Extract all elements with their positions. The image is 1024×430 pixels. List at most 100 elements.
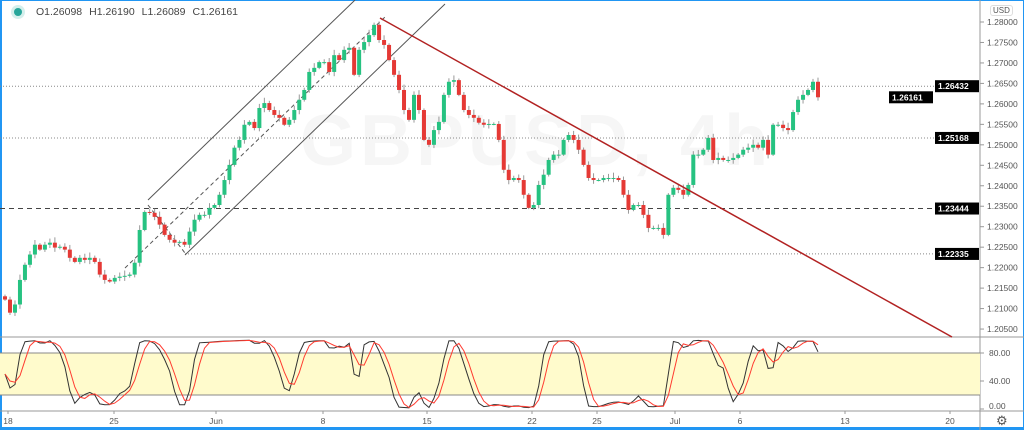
candle [162, 222, 167, 237]
candle-body [496, 123, 501, 140]
candle [451, 75, 456, 86]
candle-body [581, 149, 586, 165]
candle [531, 202, 536, 211]
candle [501, 135, 506, 174]
stochastic-k-line [4, 339, 819, 409]
candle [117, 272, 122, 282]
settings-gear-icon[interactable]: ⚙ [996, 413, 1008, 428]
candle [646, 209, 651, 233]
price-tick-label: 1.23500 [987, 201, 1018, 211]
candle-body [441, 94, 446, 122]
candle [806, 88, 811, 97]
oscillator-band [0, 353, 980, 395]
candle [257, 103, 262, 132]
price-label-box [889, 91, 933, 104]
candle [42, 241, 47, 252]
candle [47, 238, 52, 248]
candle-body [756, 144, 761, 148]
date-tick-label: Jun [209, 416, 223, 426]
candle-body [332, 55, 337, 72]
candle [456, 78, 461, 97]
candle [721, 155, 726, 162]
price-label-box [935, 247, 979, 260]
candle [676, 183, 681, 194]
candle [347, 43, 352, 54]
candle [776, 121, 781, 128]
price-tick-label: 1.23000 [987, 222, 1018, 232]
candle-body [187, 231, 192, 245]
candle [706, 134, 711, 153]
candle [297, 94, 302, 115]
candle [731, 153, 736, 164]
candle [656, 224, 661, 231]
candle [377, 21, 382, 43]
candle-body [436, 121, 441, 131]
price-tick-label: 1.24000 [987, 181, 1018, 191]
price-label: 1.22335 [938, 249, 969, 259]
candle [22, 262, 27, 282]
candle-body [237, 139, 242, 148]
candle-body [167, 234, 172, 240]
candle [431, 125, 436, 149]
candle [786, 122, 791, 135]
candle-body [147, 211, 152, 213]
candle-body [122, 275, 127, 277]
candle-body [631, 205, 636, 210]
candle [177, 240, 182, 244]
candle-body [471, 114, 476, 118]
candle [322, 59, 327, 65]
candle-body [217, 194, 222, 206]
candle [272, 106, 277, 118]
price-tick-label: 1.24500 [987, 160, 1018, 170]
price-tick-label: 1.25000 [987, 140, 1018, 150]
symbol-status-icon [14, 8, 22, 16]
candle [621, 176, 626, 198]
candle-body [17, 279, 22, 305]
candle-body [506, 169, 511, 181]
candle [252, 119, 257, 131]
candle-body [57, 246, 62, 248]
candle [197, 212, 202, 222]
candle-body [52, 242, 57, 248]
candle [67, 244, 72, 262]
candle-body [82, 257, 87, 260]
candle [541, 169, 546, 190]
candle [392, 57, 397, 78]
date-tick-label: 22 [527, 416, 537, 426]
candle-body [407, 110, 412, 120]
candle-body [816, 81, 820, 98]
price-tick-label: 1.26500 [987, 78, 1018, 88]
candle [741, 146, 746, 157]
candle [332, 49, 337, 77]
candle [746, 143, 751, 154]
candle [791, 109, 796, 132]
candle-body [92, 257, 97, 262]
candle-body [7, 299, 12, 313]
candle-body [426, 139, 431, 145]
candle-body [232, 147, 237, 165]
candle [82, 253, 87, 264]
candle-body [721, 157, 726, 160]
candle-body [282, 117, 287, 125]
candle-body [451, 80, 456, 82]
candle-body [716, 157, 721, 160]
candle-body [182, 241, 187, 245]
candle-body [656, 227, 661, 229]
candle-body [387, 44, 392, 61]
price-tick-label: 1.20500 [987, 324, 1018, 334]
candle [556, 149, 561, 159]
candle [262, 97, 267, 113]
price-tick-label: 1.25500 [987, 119, 1018, 129]
candle-body [342, 49, 347, 61]
candle-body [806, 89, 811, 95]
candle-body [416, 94, 421, 111]
candle-body [601, 177, 606, 181]
candle-body [247, 121, 252, 125]
price-tick-label: 1.22500 [987, 242, 1018, 252]
candle-body [307, 71, 312, 90]
candle [616, 175, 621, 182]
candle-body [746, 147, 751, 150]
candle-body [736, 154, 741, 158]
candle-body [242, 124, 247, 140]
